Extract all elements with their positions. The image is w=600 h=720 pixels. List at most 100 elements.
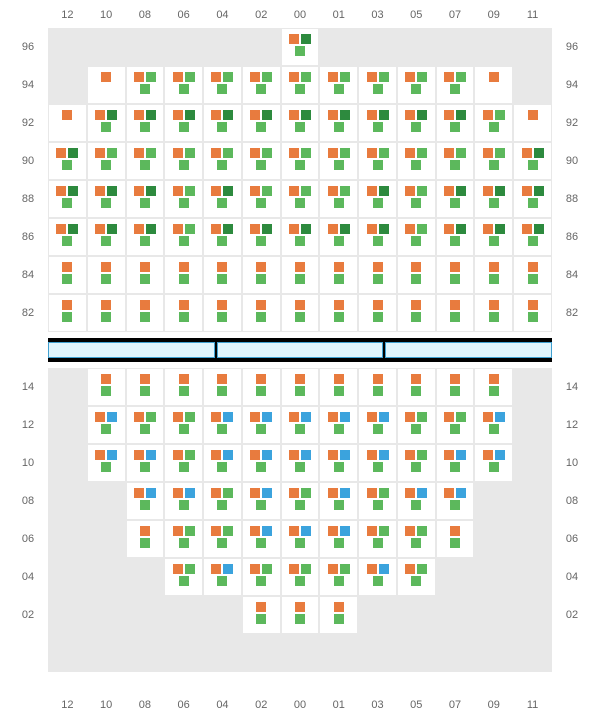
unit-cell[interactable]	[320, 143, 357, 179]
unit-cell[interactable]	[437, 105, 474, 141]
unit-cell[interactable]	[475, 105, 512, 141]
unit-cell[interactable]	[320, 219, 357, 255]
unit-cell[interactable]	[514, 219, 551, 255]
unit-cell[interactable]	[437, 407, 474, 443]
unit-cell[interactable]	[127, 257, 164, 293]
unit-cell[interactable]	[243, 483, 280, 519]
unit-cell[interactable]	[127, 445, 164, 481]
unit-cell[interactable]	[475, 369, 512, 405]
unit-cell[interactable]	[398, 445, 435, 481]
unit-cell[interactable]	[49, 257, 86, 293]
unit-cell[interactable]	[204, 105, 241, 141]
unit-cell[interactable]	[204, 559, 241, 595]
unit-cell[interactable]	[243, 369, 280, 405]
unit-cell[interactable]	[359, 181, 396, 217]
unit-cell[interactable]	[320, 369, 357, 405]
unit-cell[interactable]	[359, 559, 396, 595]
unit-cell[interactable]	[359, 295, 396, 331]
unit-cell[interactable]	[475, 407, 512, 443]
unit-cell[interactable]	[243, 143, 280, 179]
unit-cell[interactable]	[398, 369, 435, 405]
unit-cell[interactable]	[398, 483, 435, 519]
unit-cell[interactable]	[204, 445, 241, 481]
unit-cell[interactable]	[320, 407, 357, 443]
unit-cell[interactable]	[398, 521, 435, 557]
unit-cell[interactable]	[243, 521, 280, 557]
unit-cell[interactable]	[88, 407, 125, 443]
unit-cell[interactable]	[282, 67, 319, 103]
unit-cell[interactable]	[88, 181, 125, 217]
unit-cell[interactable]	[88, 143, 125, 179]
unit-cell[interactable]	[243, 445, 280, 481]
unit-cell[interactable]	[437, 143, 474, 179]
unit-cell[interactable]	[165, 483, 202, 519]
unit-cell[interactable]	[475, 67, 512, 103]
unit-cell[interactable]	[359, 143, 396, 179]
unit-cell[interactable]	[282, 295, 319, 331]
unit-cell[interactable]	[437, 521, 474, 557]
unit-cell[interactable]	[127, 143, 164, 179]
unit-cell[interactable]	[49, 105, 86, 141]
unit-cell[interactable]	[282, 445, 319, 481]
unit-cell[interactable]	[165, 559, 202, 595]
unit-cell[interactable]	[49, 143, 86, 179]
unit-cell[interactable]	[204, 369, 241, 405]
unit-cell[interactable]	[127, 483, 164, 519]
unit-cell[interactable]	[514, 105, 551, 141]
unit-cell[interactable]	[204, 219, 241, 255]
unit-cell[interactable]	[320, 295, 357, 331]
unit-cell[interactable]	[320, 445, 357, 481]
unit-cell[interactable]	[359, 445, 396, 481]
unit-cell[interactable]	[320, 181, 357, 217]
unit-cell[interactable]	[282, 407, 319, 443]
unit-cell[interactable]	[320, 521, 357, 557]
unit-cell[interactable]	[398, 295, 435, 331]
unit-cell[interactable]	[475, 257, 512, 293]
unit-cell[interactable]	[165, 445, 202, 481]
unit-cell[interactable]	[127, 295, 164, 331]
unit-cell[interactable]	[359, 407, 396, 443]
unit-cell[interactable]	[437, 181, 474, 217]
unit-cell[interactable]	[437, 257, 474, 293]
unit-cell[interactable]	[398, 219, 435, 255]
unit-cell[interactable]	[204, 257, 241, 293]
unit-cell[interactable]	[475, 219, 512, 255]
unit-cell[interactable]	[165, 369, 202, 405]
unit-cell[interactable]	[359, 369, 396, 405]
unit-cell[interactable]	[165, 219, 202, 255]
unit-cell[interactable]	[88, 219, 125, 255]
unit-cell[interactable]	[88, 257, 125, 293]
unit-cell[interactable]	[243, 257, 280, 293]
unit-cell[interactable]	[437, 369, 474, 405]
unit-cell[interactable]	[165, 181, 202, 217]
unit-cell[interactable]	[514, 295, 551, 331]
unit-cell[interactable]	[165, 105, 202, 141]
unit-cell[interactable]	[127, 407, 164, 443]
unit-cell[interactable]	[437, 445, 474, 481]
unit-cell[interactable]	[243, 219, 280, 255]
unit-cell[interactable]	[49, 181, 86, 217]
unit-cell[interactable]	[359, 521, 396, 557]
unit-cell[interactable]	[127, 67, 164, 103]
unit-cell[interactable]	[127, 181, 164, 217]
unit-cell[interactable]	[437, 219, 474, 255]
unit-cell[interactable]	[88, 369, 125, 405]
unit-cell[interactable]	[320, 257, 357, 293]
unit-cell[interactable]	[243, 295, 280, 331]
unit-cell[interactable]	[359, 67, 396, 103]
unit-cell[interactable]	[475, 295, 512, 331]
unit-cell[interactable]	[359, 257, 396, 293]
unit-cell[interactable]	[514, 181, 551, 217]
unit-cell[interactable]	[165, 521, 202, 557]
unit-cell[interactable]	[88, 105, 125, 141]
unit-cell[interactable]	[320, 105, 357, 141]
unit-cell[interactable]	[165, 67, 202, 103]
unit-cell[interactable]	[398, 143, 435, 179]
unit-cell[interactable]	[398, 407, 435, 443]
unit-cell[interactable]	[320, 483, 357, 519]
unit-cell[interactable]	[88, 67, 125, 103]
unit-cell[interactable]	[243, 67, 280, 103]
unit-cell[interactable]	[88, 445, 125, 481]
unit-cell[interactable]	[359, 105, 396, 141]
unit-cell[interactable]	[437, 295, 474, 331]
